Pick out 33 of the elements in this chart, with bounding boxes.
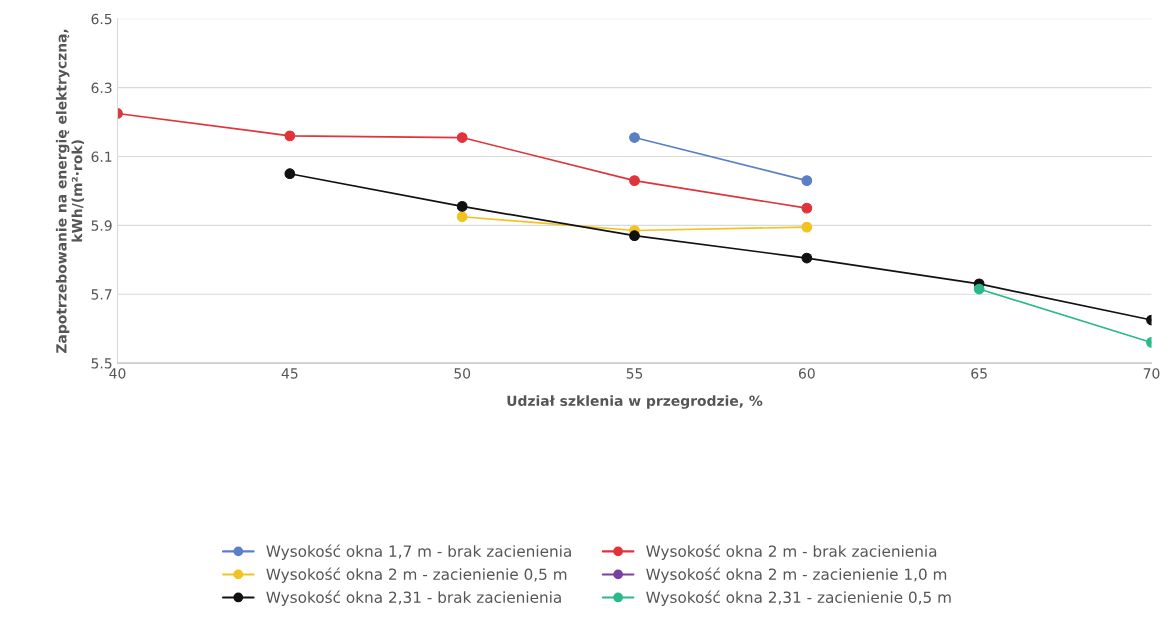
x-tick-label: 45 [281,368,298,379]
x-axis-title: Udział szklenia w przegrodzie, % [507,395,763,409]
legend-label: Wysokość okna 2,31 - brak zacienienia [266,590,561,606]
point [284,168,296,180]
legend-label: Wysokość okna 1,7 m - brak zacienienia [266,544,571,560]
y-tick-label: 6.1 [91,151,112,162]
x-tick-label: 50 [454,368,471,379]
legend-label: Wysokość okna 2 m - zacienienie 0,5 m [266,567,567,583]
x-tick-label: 60 [798,368,815,379]
point [629,230,640,242]
point [284,130,296,142]
point [456,201,468,212]
y-axis-title: Zapotrzebowanie na energię elektryczną, kWh/(m²·rok) [55,29,84,353]
legend-label: Wysokość okna 2 m - brak zacienienia [646,544,937,560]
y-tick-label: 6.3 [91,82,112,94]
point [456,211,468,223]
point [629,175,640,186]
y-tick-label: 6.5 [91,13,112,25]
point [801,202,813,214]
y-tick-label: 5.7 [91,289,112,300]
y-tick-label: 5.9 [91,220,112,231]
point [801,252,813,264]
legend-label: Wysokość okna 2 m - zacienienie 1,0 m [646,567,947,583]
x-tick-label: 55 [626,368,643,379]
x-tick-label: 70 [1143,368,1160,379]
x-tick-label: 40 [109,368,126,379]
point [801,221,813,233]
legend-label: Wysokość okna 2,31 - zacienienie 0,5 m [646,590,951,606]
point [456,132,468,143]
y-tick-label: 5.5 [91,358,112,369]
x-tick-label: 65 [971,368,987,379]
point [801,175,813,186]
point [629,132,640,143]
